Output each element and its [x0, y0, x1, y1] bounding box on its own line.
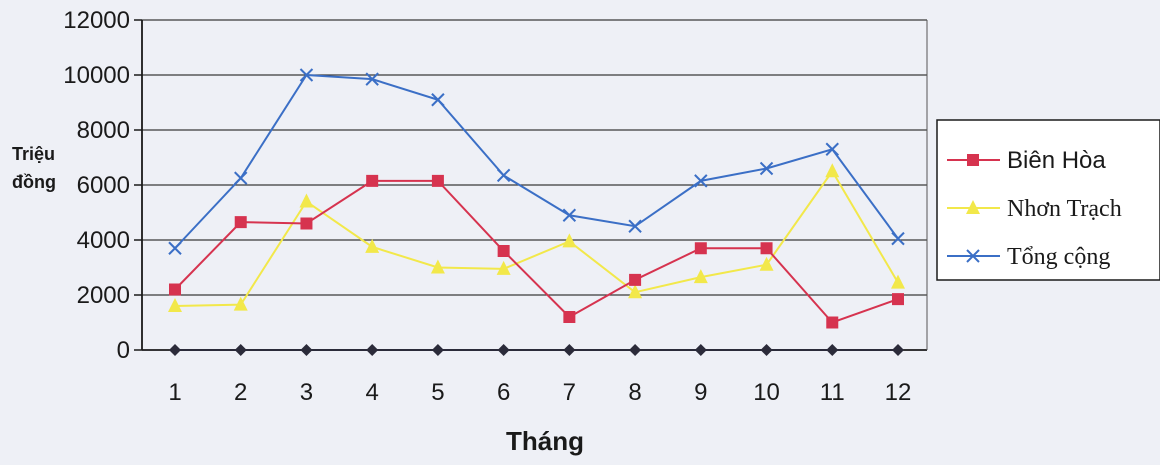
legend-label: Tổng cộng: [1007, 244, 1110, 270]
y-tick-label: 8000: [77, 117, 130, 144]
y-axis-label-line1: Triệu: [12, 144, 55, 164]
y-tick-label: 12000: [63, 7, 130, 34]
x-tick-label: 10: [753, 379, 780, 406]
data-point: [432, 175, 444, 187]
x-tick-label: 1: [168, 379, 181, 406]
x-tick-label: 11: [820, 379, 845, 406]
x-tick-label: 12: [885, 379, 912, 406]
y-tick-labels: 0 2000 4000 6000 8000 10000 12000: [63, 7, 130, 364]
data-point: [629, 274, 641, 286]
x-tick-label: 2: [234, 379, 247, 406]
x-tick-label: 3: [300, 379, 313, 406]
x-tick-label: 9: [694, 379, 707, 406]
data-point: [235, 216, 247, 228]
x-tick-label: 5: [431, 379, 444, 406]
x-tick-label: 4: [366, 379, 379, 406]
y-tick-label: 0: [117, 337, 130, 364]
data-point: [300, 218, 312, 230]
legend-label: Nhơn Trạch: [1007, 196, 1122, 222]
y-tick-label: 2000: [77, 282, 130, 309]
y-tick-label: 4000: [77, 227, 130, 254]
data-point: [761, 242, 773, 254]
legend-label: Biên Hòa: [1007, 147, 1106, 174]
y-tick-label: 10000: [63, 62, 130, 89]
data-point: [563, 311, 575, 323]
y-tick-label: 6000: [77, 172, 130, 199]
data-point: [498, 245, 510, 257]
x-tick-label: 8: [628, 379, 641, 406]
legend-marker: [967, 154, 979, 166]
data-point: [169, 284, 181, 296]
data-point: [366, 175, 378, 187]
x-axis-label: Tháng: [506, 426, 584, 456]
data-point: [826, 317, 838, 329]
data-point: [695, 242, 707, 254]
x-tick-label: 7: [563, 379, 576, 406]
x-tick-labels: 1 2 3 4 5 6 7 8 9 10 11 12: [168, 379, 911, 406]
data-point: [892, 293, 904, 305]
x-tick-label: 6: [497, 379, 510, 406]
legend: Biên Hòa Nhơn Trạch Tổng cộng: [937, 120, 1160, 280]
y-axis-label-line2: đồng: [12, 172, 56, 192]
